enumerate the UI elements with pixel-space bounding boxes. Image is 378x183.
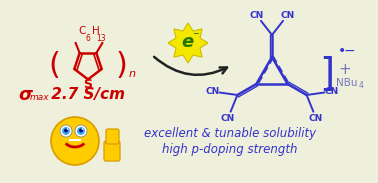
Text: CN: CN xyxy=(324,87,339,96)
FancyBboxPatch shape xyxy=(104,141,120,161)
Text: max: max xyxy=(30,94,50,102)
Text: CN: CN xyxy=(221,114,235,123)
Text: σ: σ xyxy=(18,86,32,104)
Text: •: • xyxy=(338,44,346,58)
FancyBboxPatch shape xyxy=(106,129,119,144)
Circle shape xyxy=(77,127,85,135)
Text: e: e xyxy=(181,33,193,51)
Text: ⁻: ⁻ xyxy=(192,31,198,44)
Text: (: ( xyxy=(48,51,60,79)
Circle shape xyxy=(67,128,68,130)
Circle shape xyxy=(62,127,70,135)
FancyArrowPatch shape xyxy=(154,57,227,75)
Circle shape xyxy=(60,125,72,137)
Text: NBu: NBu xyxy=(336,78,358,88)
Text: CN: CN xyxy=(249,11,264,20)
Text: 2.7 S/cm: 2.7 S/cm xyxy=(46,87,125,102)
Text: excellent & tunable solubility: excellent & tunable solubility xyxy=(144,126,316,139)
Text: +: + xyxy=(339,61,352,76)
Circle shape xyxy=(79,128,83,132)
Text: −: − xyxy=(344,44,356,58)
Text: CN: CN xyxy=(206,87,220,96)
Circle shape xyxy=(51,117,99,165)
Text: S: S xyxy=(84,78,93,91)
Text: CN: CN xyxy=(280,11,294,20)
Text: high p-doping strength: high p-doping strength xyxy=(162,143,298,156)
Text: CN: CN xyxy=(309,114,323,123)
Text: n: n xyxy=(129,69,135,79)
Text: 4: 4 xyxy=(359,81,364,89)
Text: C: C xyxy=(79,26,86,36)
Circle shape xyxy=(75,125,87,137)
Text: H: H xyxy=(92,26,100,36)
Polygon shape xyxy=(168,23,208,63)
Text: ]: ] xyxy=(319,56,335,94)
Circle shape xyxy=(82,128,83,130)
Text: 6: 6 xyxy=(86,34,91,43)
Text: 13: 13 xyxy=(96,34,105,43)
Circle shape xyxy=(64,128,68,132)
Text: ): ) xyxy=(116,51,128,79)
